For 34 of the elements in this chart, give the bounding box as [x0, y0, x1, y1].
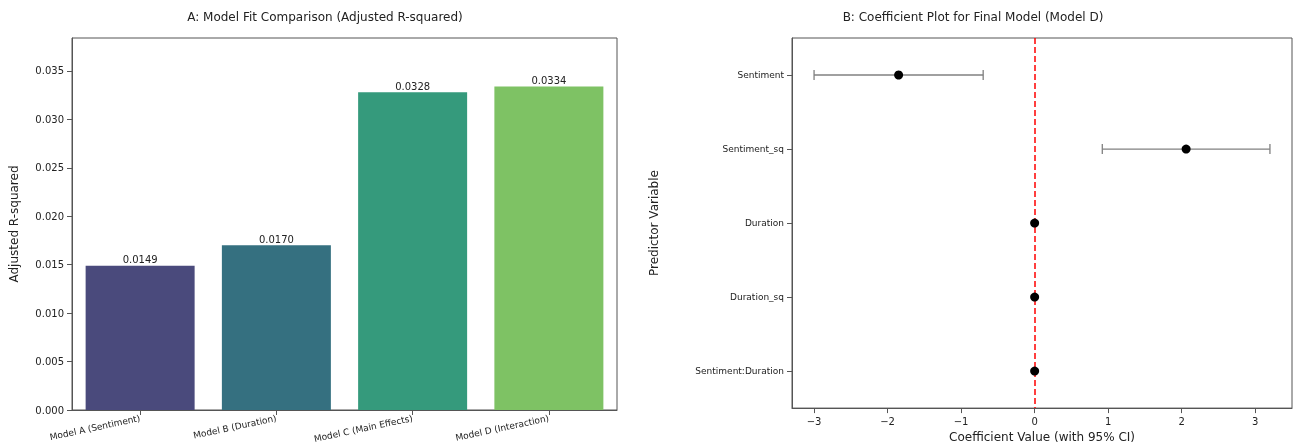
bar	[221, 245, 331, 410]
y-tick-label: 0.020	[35, 210, 64, 222]
chart-title: A: Model Fit Comparison (Adjusted R-squared)	[187, 10, 463, 24]
y-tick-label: 0.035	[35, 65, 64, 77]
data-label: 0.0170	[258, 233, 294, 245]
bar	[358, 92, 468, 410]
x-tick-label: −2	[880, 415, 895, 427]
y-tick-label: Sentiment:Duration	[695, 366, 784, 377]
y-tick-label: 0.010	[35, 307, 64, 319]
y-tick-label: 0.005	[35, 356, 64, 368]
y-tick-label: Sentiment_sq	[722, 144, 784, 155]
y-tick-label: Duration_sq	[730, 292, 784, 303]
chart-title: B: Coefficient Plot for Final Model (Model D)	[842, 10, 1104, 24]
x-tick-label: Model C (Main Effects)	[312, 413, 414, 444]
y-tick-label: 0.000	[35, 404, 64, 416]
x-tick-label: 0	[1031, 415, 1038, 427]
y-axis-title: Adjusted R-squared	[7, 165, 21, 283]
y-axis-title: Predictor Variable	[647, 170, 661, 277]
data-label: 0.0149	[122, 254, 158, 266]
data-label: 0.0334	[531, 74, 567, 86]
x-tick-label: 3	[1252, 415, 1259, 427]
x-tick-label: 2	[1178, 415, 1185, 427]
y-tick-label: Duration	[744, 218, 784, 229]
x-tick-label: −1	[953, 415, 969, 427]
y-tick-label: 0.025	[35, 162, 64, 174]
data-label: 0.0328	[395, 80, 431, 92]
bar	[85, 265, 195, 410]
bar	[494, 86, 604, 410]
y-tick-label: 0.015	[35, 259, 64, 271]
x-tick-label: 1	[1104, 415, 1112, 427]
y-tick-label: 0.030	[35, 113, 64, 125]
x-tick-label: −3	[806, 415, 822, 427]
x-axis-title: Coefficient Value (with 95% CI)	[949, 430, 1135, 444]
y-tick-label: Sentiment	[737, 70, 785, 81]
